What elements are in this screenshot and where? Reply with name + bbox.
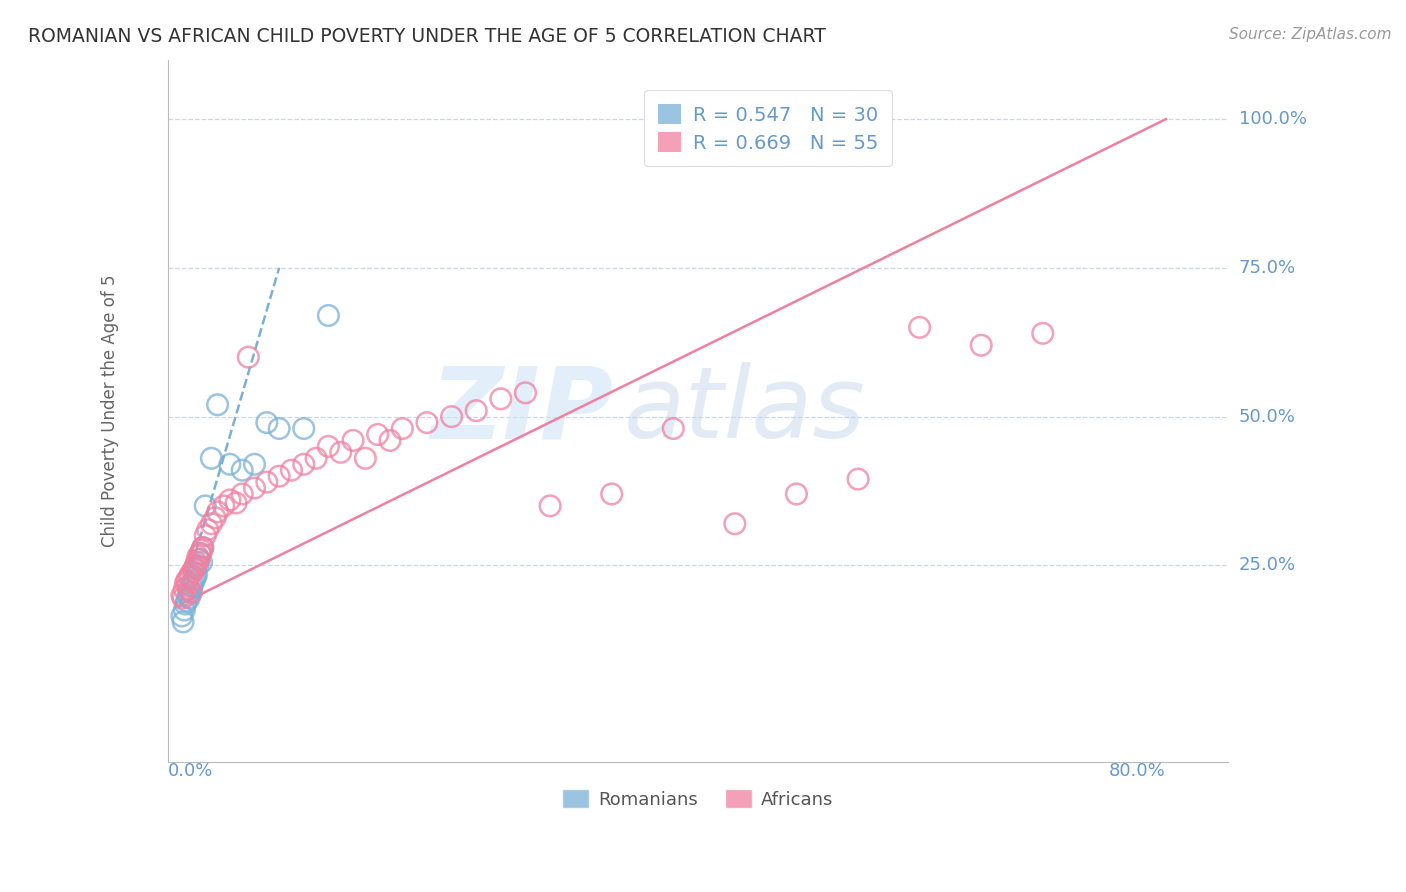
Point: [184, 558, 207, 573]
Text: 75.0%: 75.0%: [1239, 259, 1296, 277]
Point: [179, 585, 201, 599]
Point: [489, 392, 512, 406]
Point: [970, 338, 993, 352]
Legend: Romanians, Africans: Romanians, Africans: [555, 782, 841, 816]
Point: [724, 516, 747, 531]
Point: [174, 576, 197, 591]
Point: [187, 549, 209, 564]
Point: [170, 588, 193, 602]
Point: [256, 416, 278, 430]
Point: [190, 556, 212, 570]
Point: [318, 439, 340, 453]
Point: [190, 543, 212, 558]
Point: [173, 582, 195, 597]
Point: [183, 561, 205, 575]
Point: [908, 320, 931, 334]
Point: [207, 505, 229, 519]
Point: [177, 579, 200, 593]
Point: [292, 457, 315, 471]
Point: [367, 427, 389, 442]
Point: [179, 591, 201, 606]
Point: [662, 421, 685, 435]
Point: [225, 496, 247, 510]
Point: [186, 567, 208, 582]
Point: [197, 523, 219, 537]
Point: [176, 574, 198, 588]
Point: [172, 591, 194, 606]
Point: [243, 457, 266, 471]
Point: [212, 499, 235, 513]
Point: [243, 481, 266, 495]
Point: [204, 510, 226, 524]
Point: [256, 475, 278, 489]
Text: 0.0%: 0.0%: [169, 762, 214, 780]
Point: [170, 609, 193, 624]
Point: [184, 570, 207, 584]
Point: [194, 499, 217, 513]
Point: [218, 457, 240, 471]
Point: [846, 472, 869, 486]
Point: [269, 469, 291, 483]
Point: [207, 398, 229, 412]
Point: [440, 409, 463, 424]
Point: [173, 603, 195, 617]
Text: Source: ZipAtlas.com: Source: ZipAtlas.com: [1229, 27, 1392, 42]
Point: [200, 516, 222, 531]
Point: [172, 615, 194, 629]
Point: [174, 597, 197, 611]
Point: [180, 585, 202, 599]
Point: [342, 434, 364, 448]
Point: [181, 576, 204, 591]
Point: [183, 574, 205, 588]
Point: [188, 547, 211, 561]
Point: [188, 552, 211, 566]
Point: [191, 541, 214, 555]
Text: atlas: atlas: [624, 362, 865, 459]
Point: [200, 451, 222, 466]
Point: [187, 558, 209, 573]
Point: [416, 416, 439, 430]
Text: 50.0%: 50.0%: [1239, 408, 1295, 425]
Point: [179, 582, 201, 597]
Point: [238, 350, 260, 364]
Point: [191, 541, 214, 555]
Point: [391, 421, 413, 435]
Point: [188, 552, 211, 566]
Point: [186, 556, 208, 570]
Point: [305, 451, 328, 466]
Point: [465, 403, 488, 417]
Point: [194, 529, 217, 543]
Point: [269, 421, 291, 435]
Point: [184, 561, 207, 575]
Point: [231, 463, 253, 477]
Point: [292, 421, 315, 435]
Point: [538, 499, 561, 513]
Point: [280, 463, 302, 477]
Point: [600, 487, 623, 501]
Point: [1032, 326, 1054, 341]
Text: 25.0%: 25.0%: [1239, 557, 1296, 574]
Point: [785, 487, 807, 501]
Text: ROMANIAN VS AFRICAN CHILD POVERTY UNDER THE AGE OF 5 CORRELATION CHART: ROMANIAN VS AFRICAN CHILD POVERTY UNDER …: [28, 27, 825, 45]
Point: [179, 567, 201, 582]
Point: [231, 487, 253, 501]
Text: 80.0%: 80.0%: [1109, 762, 1166, 780]
Text: Child Poverty Under the Age of 5: Child Poverty Under the Age of 5: [101, 275, 120, 547]
Point: [177, 588, 200, 602]
Point: [354, 451, 377, 466]
Point: [515, 385, 537, 400]
Point: [218, 492, 240, 507]
Point: [318, 309, 340, 323]
Point: [180, 579, 202, 593]
Point: [181, 565, 204, 579]
Text: ZIP: ZIP: [430, 362, 613, 459]
Point: [188, 547, 211, 561]
Point: [179, 570, 201, 584]
Point: [329, 445, 352, 459]
Text: 100.0%: 100.0%: [1239, 110, 1306, 128]
Point: [176, 594, 198, 608]
Point: [378, 434, 401, 448]
